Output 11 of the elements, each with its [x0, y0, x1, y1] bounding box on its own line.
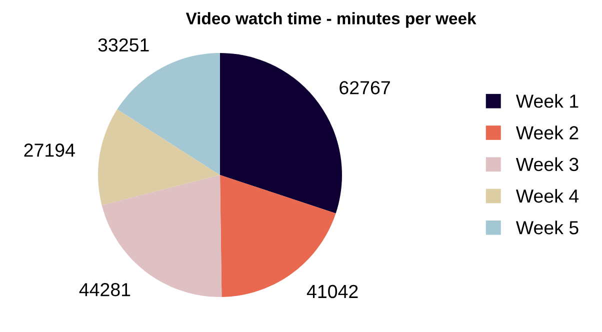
data-label: 44281: [79, 283, 130, 296]
data-label: 33251: [98, 38, 149, 52]
legend-label: Week 5: [516, 220, 578, 234]
data-label: 27194: [24, 144, 75, 157]
legend-label: Week 3: [516, 157, 578, 172]
data-label: 62767: [340, 81, 390, 94]
data-label: 41042: [306, 284, 358, 298]
chart-title: Video watch time - minutes per week: [186, 12, 476, 28]
legend-label: Week 4: [516, 188, 579, 203]
legend-label: Week 2: [516, 126, 578, 140]
legend-label: Week 1: [516, 94, 578, 108]
